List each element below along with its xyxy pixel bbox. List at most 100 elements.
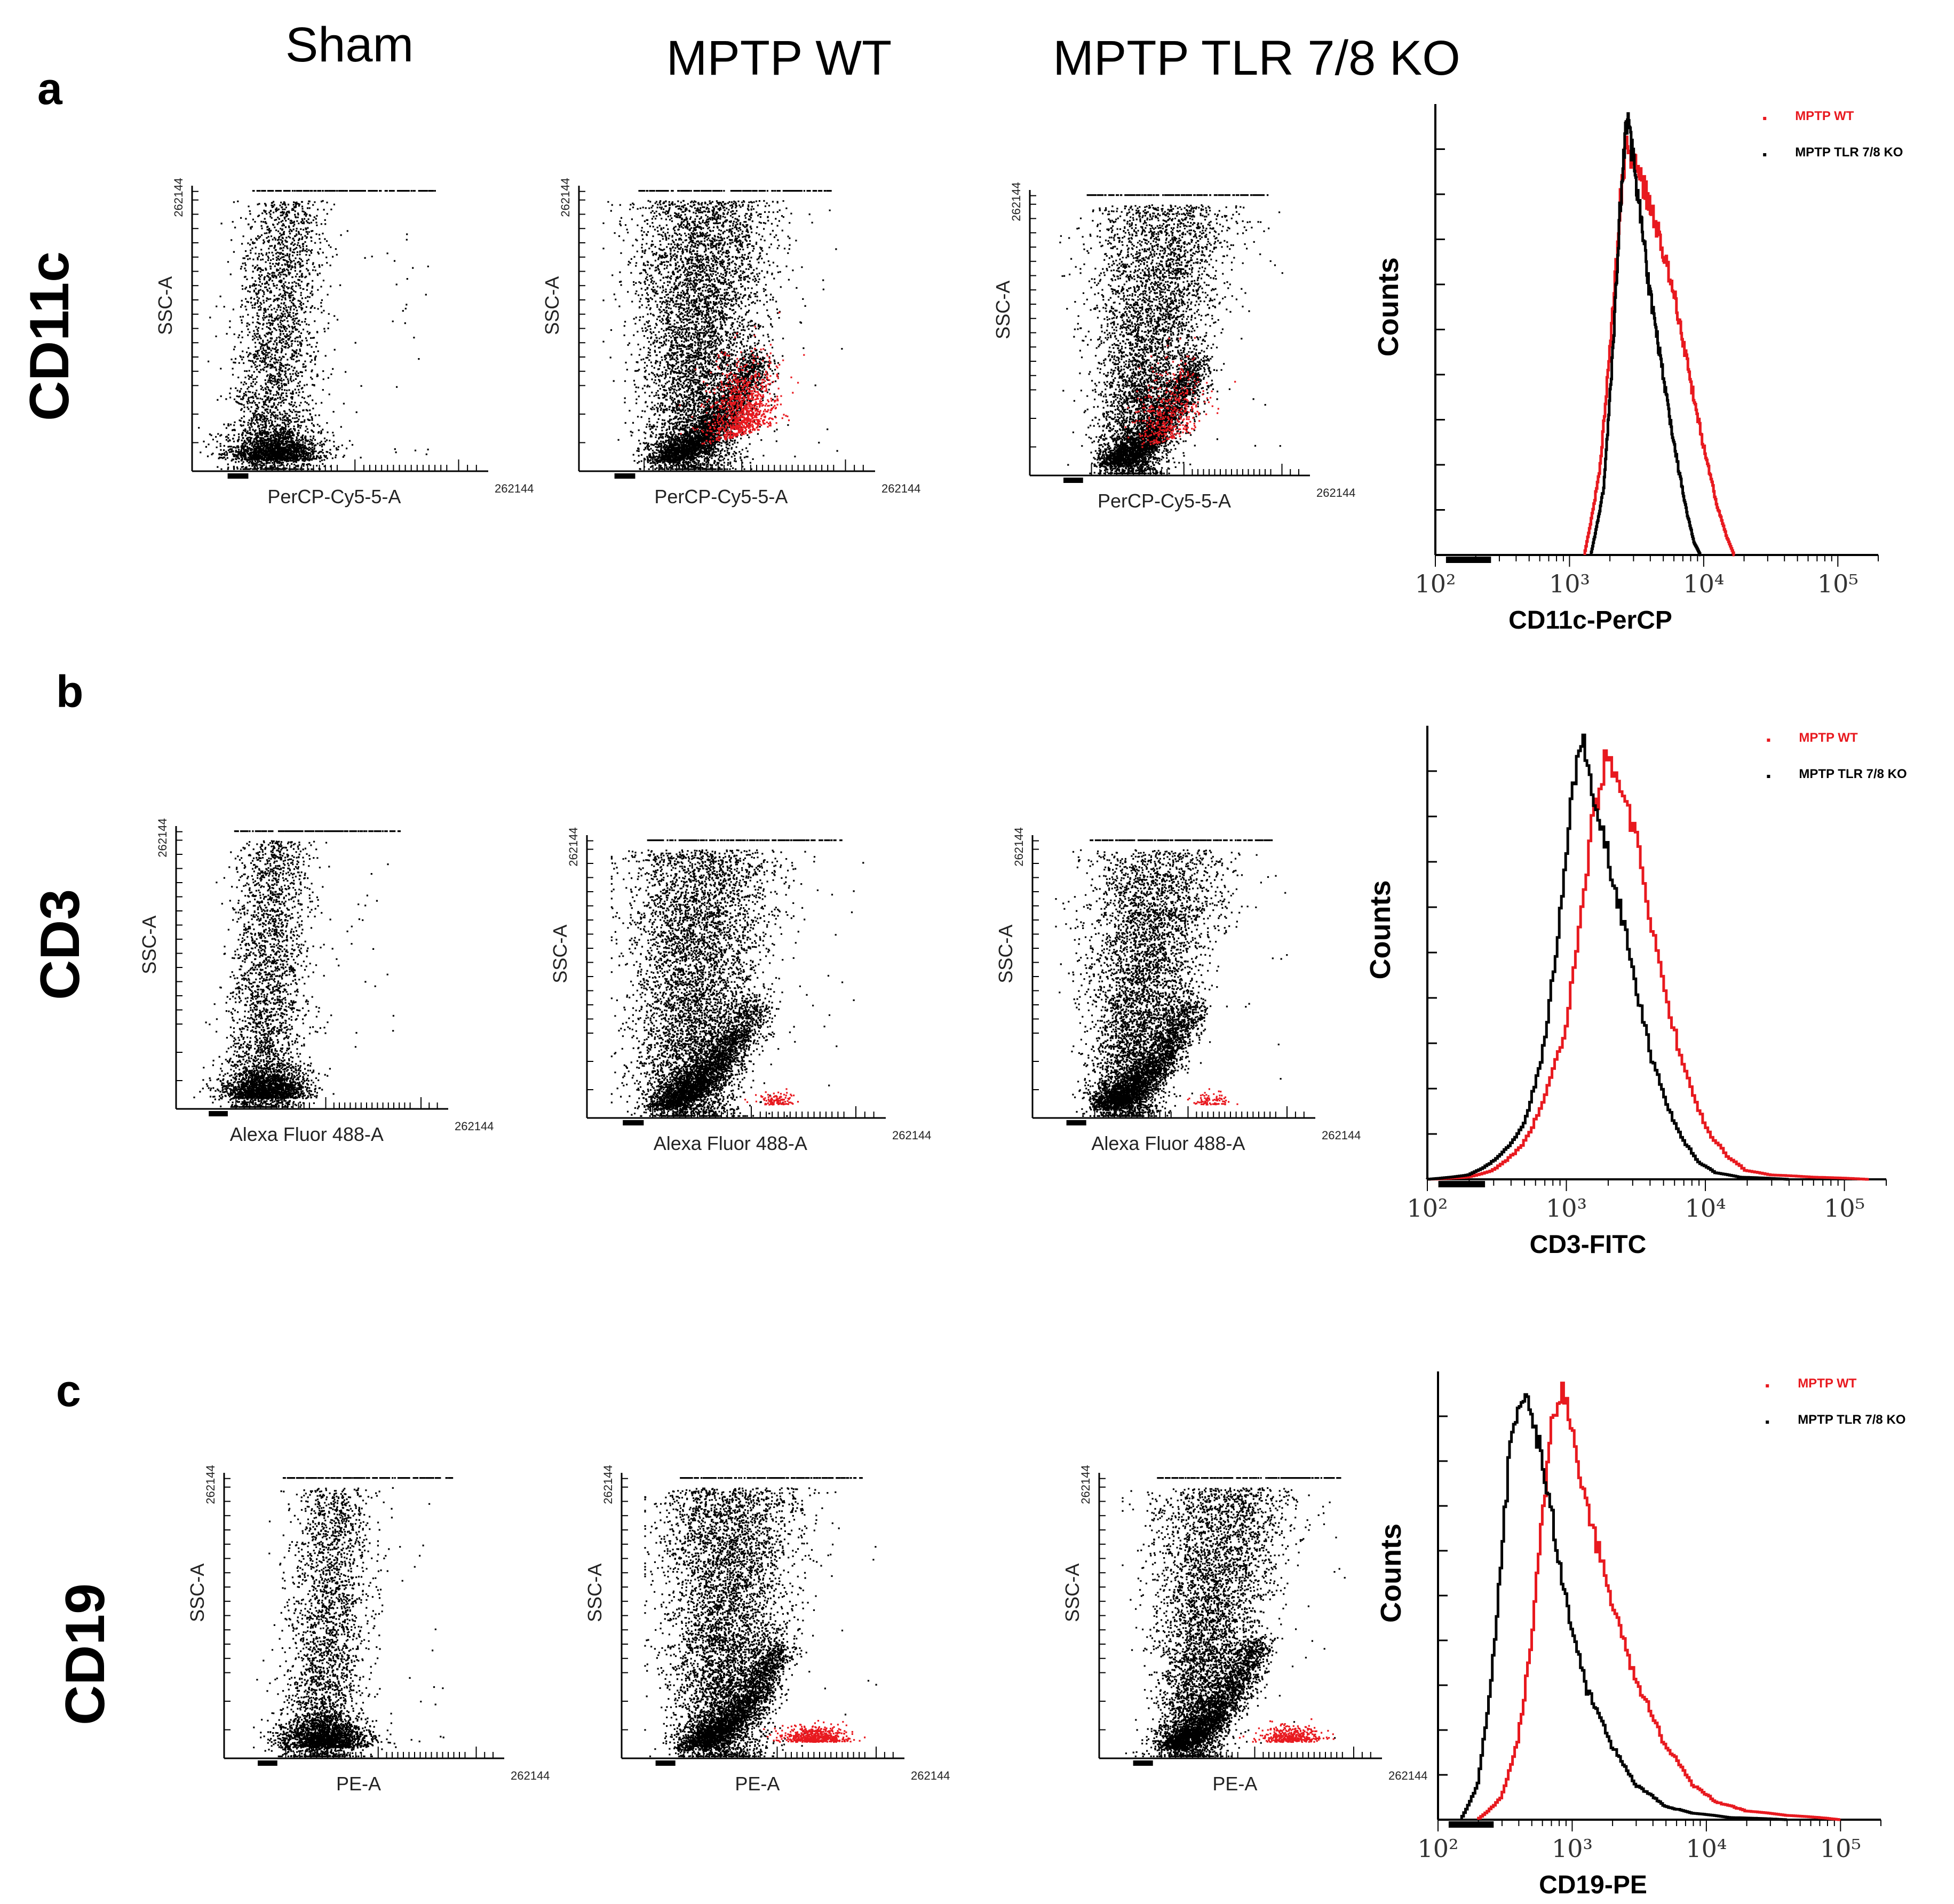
scatter-events-gated-red [1124, 337, 1236, 448]
column-title-mptp-ko: MPTP TLR 7/8 KO [1053, 31, 1460, 85]
hist-tick-label: 10² [1418, 1834, 1459, 1863]
hist-series-mptp-tlr78-ko [1590, 112, 1702, 557]
legend-label: MPTP TLR 7/8 KO [1798, 1413, 1905, 1427]
row-label-cd19: CD19 [54, 1583, 116, 1725]
scatter-y-max-label: 262144 [567, 827, 580, 866]
scatter-x-max-label: 262144 [511, 1769, 550, 1782]
axis-baseline-marker [1066, 1120, 1086, 1125]
scatter-x-max-label: 262144 [495, 482, 534, 495]
hist-y-label: Counts [1375, 1524, 1407, 1623]
scatter-x-max-label: 262144 [1322, 1129, 1361, 1142]
scatter-x-label: PE-A [1212, 1773, 1257, 1795]
legend-label: MPTP WT [1799, 731, 1858, 745]
hist-tick-label: 10⁴ [1685, 1194, 1726, 1223]
scatter-events-black [602, 190, 843, 470]
axis-baseline-marker [623, 1120, 644, 1125]
hist-x-label: CD19-PE [1539, 1871, 1647, 1899]
scatter-plot-cd11c-mptp-wt: PerCP-Cy5-5-A 262144 SSC-A 262144 [541, 178, 920, 507]
scatter-y-label: SSC-A [549, 925, 571, 983]
hist-x-label: CD3-FITC [1530, 1231, 1647, 1259]
hist-tick-label: 10² [1407, 1194, 1448, 1223]
scatter-events-black [198, 190, 436, 470]
axis-baseline-marker [1448, 1821, 1494, 1828]
scatter-x-max-label: 262144 [881, 482, 920, 495]
axis-baseline-marker [1438, 1181, 1486, 1187]
histogram-cd19: 10² 10³ 10⁴ 10⁵ CD19-PE Counts MPTP WT MPTP TLR… [1375, 1371, 1905, 1899]
hist-tick-label: 10⁴ [1686, 1834, 1727, 1863]
scatter-y-label: SSC-A [186, 1564, 208, 1622]
scatter-plot-cd19-mptp-wt: PE-A 262144 SSC-A 262144 [584, 1465, 950, 1795]
hist-series-mptp-wt [1583, 136, 1735, 557]
axis-baseline-marker [227, 473, 249, 479]
scatter-x-label: PerCP-Cy5-5-A [267, 486, 401, 507]
panel-label-c: c [56, 1366, 81, 1416]
scatter-x-max-label: 262144 [911, 1769, 950, 1782]
scatter-plot-cd3-sham: Alexa Fluor 488-A 262144 SSC-A 262144 [138, 818, 494, 1145]
scatter-y-label: SSC-A [995, 925, 1016, 983]
hist-tick-label: 10⁵ [1824, 1194, 1865, 1223]
scatter-plot-cd11c-mptp-ko: PerCP-Cy5-5-A 262144 SSC-A 262144 [992, 182, 1355, 512]
hist-tick-label: 10⁵ [1820, 1834, 1861, 1863]
legend-marker [1767, 775, 1770, 778]
scatter-events-gated-red [744, 1088, 799, 1106]
scatter-y-max-label: 262144 [601, 1465, 615, 1504]
hist-tick-label: 10³ [1552, 1834, 1593, 1863]
hist-tick-label: 10⁴ [1683, 569, 1724, 598]
hist-x-label: CD11c-PerCP [1508, 606, 1672, 634]
hist-series-mptp-tlr78-ko [1426, 733, 1789, 1181]
scatter-y-max-label: 262144 [172, 178, 185, 217]
histogram-cd11c: 10² 10³ 10⁴ 10⁵ CD11c-PerCP Counts MPTP WT MPTP… [1372, 104, 1903, 634]
scatter-events-black [1059, 194, 1283, 474]
scatter-events-black [1122, 1477, 1346, 1757]
scatter-y-label: SSC-A [992, 281, 1014, 339]
axis-baseline-marker [209, 1111, 228, 1116]
panel-label-a: a [37, 64, 63, 114]
legend-marker [1766, 1421, 1769, 1424]
scatter-y-label: SSC-A [1061, 1564, 1083, 1622]
scatter-events-black [1055, 839, 1288, 1117]
scatter-x-label: PE-A [336, 1773, 381, 1795]
axis-baseline-marker [655, 1760, 676, 1766]
hist-tick-label: 10³ [1546, 1194, 1587, 1223]
scatter-x-label: PerCP-Cy5-5-A [1098, 490, 1231, 512]
scatter-y-max-label: 262144 [204, 1465, 217, 1504]
legend-marker [1766, 1384, 1769, 1387]
axis-baseline-marker [614, 473, 636, 479]
column-title-sham: Sham [285, 18, 414, 72]
legend-marker [1767, 739, 1770, 742]
axis-baseline-marker [1445, 557, 1491, 563]
axis-baseline-marker [1063, 478, 1083, 483]
scatter-plot-cd3-mptp-ko: Alexa Fluor 488-A 262144 SSC-A 262144 [995, 827, 1361, 1154]
row-label-cd3: CD3 [29, 889, 91, 1000]
scatter-events-gated-red [763, 1720, 866, 1743]
scatter-y-max-label: 262144 [156, 818, 169, 857]
column-title-mptp-wt: MPTP WT [666, 31, 892, 85]
scatter-y-label: SSC-A [154, 276, 176, 335]
scatter-events-gated-red [1187, 1088, 1238, 1106]
scatter-y-max-label: 262144 [1079, 1465, 1092, 1504]
hist-y-label: Counts [1372, 257, 1404, 356]
histogram-cd3: 10² 10³ 10⁴ 10⁵ CD3-FITC Counts MPTP WT MPTP TL… [1364, 726, 1907, 1259]
hist-series-mptp-tlr78-ko [1460, 1393, 1788, 1821]
scatter-y-label: SSC-A [541, 276, 563, 335]
scatter-events-gated-red [679, 312, 805, 445]
scatter-x-max-label: 262144 [455, 1120, 494, 1133]
scatter-plot-cd19-sham: PE-A 262144 SSC-A 262144 [186, 1465, 550, 1795]
hist-series-mptp-wt [1426, 749, 1869, 1181]
scatter-events-gated-red [1238, 1718, 1335, 1743]
scatter-plot-cd19-mptp-ko: PE-A 262144 SSC-A 262144 [1061, 1465, 1427, 1795]
hist-y-label: Counts [1364, 880, 1396, 980]
row-label-cd11c: CD11c [19, 251, 81, 421]
scatter-x-label: Alexa Fluor 488-A [654, 1132, 807, 1154]
axis-baseline-marker [258, 1760, 277, 1766]
scatter-x-max-label: 262144 [1388, 1769, 1427, 1782]
legend-label: MPTP TLR 7/8 KO [1795, 145, 1903, 160]
hist-series-mptp-wt [1477, 1382, 1841, 1821]
scatter-y-max-label: 262144 [1012, 827, 1026, 866]
scatter-x-label: Alexa Fluor 488-A [1091, 1132, 1245, 1154]
axis-baseline-marker [1133, 1760, 1153, 1766]
scatter-x-label: PE-A [735, 1773, 780, 1795]
hist-tick-label: 10⁵ [1817, 569, 1858, 598]
scatter-plot-cd3-mptp-wt: Alexa Fluor 488-A 262144 SSC-A 262144 [549, 827, 931, 1154]
